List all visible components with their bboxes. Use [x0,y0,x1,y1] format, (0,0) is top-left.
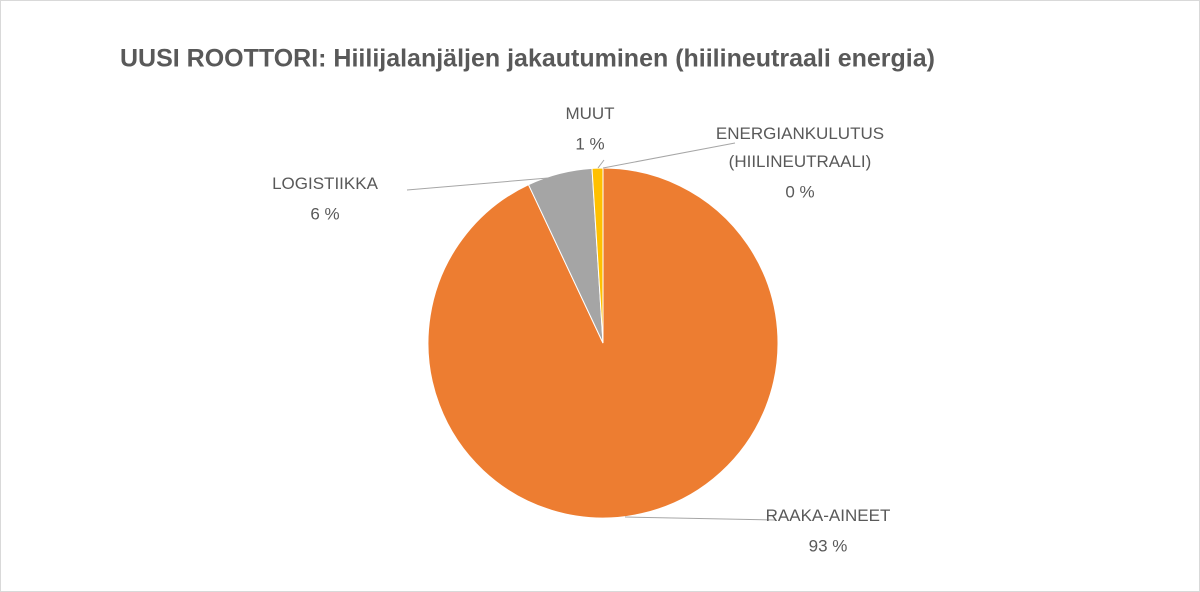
leader-line [406,176,561,191]
leader-line [597,159,605,169]
chart-title: UUSI ROOTTORI: Hiilijalanjäljen jakautum… [120,45,935,73]
leader-line [602,142,736,169]
value-label: 0 % [785,182,814,201]
category-label: RAAKA-AINEET [766,506,891,525]
value-label: 6 % [310,204,339,223]
category-label: MUUT [565,104,614,123]
value-label: 93 % [809,536,848,555]
value-label: 1 % [575,134,604,153]
category-label: ENERGIANKULUTUS (HIILINEUTRAALI) [716,124,884,171]
leader-line [624,516,776,521]
category-label: LOGISTIIKKA [272,174,378,193]
pie-slice [591,167,604,344]
